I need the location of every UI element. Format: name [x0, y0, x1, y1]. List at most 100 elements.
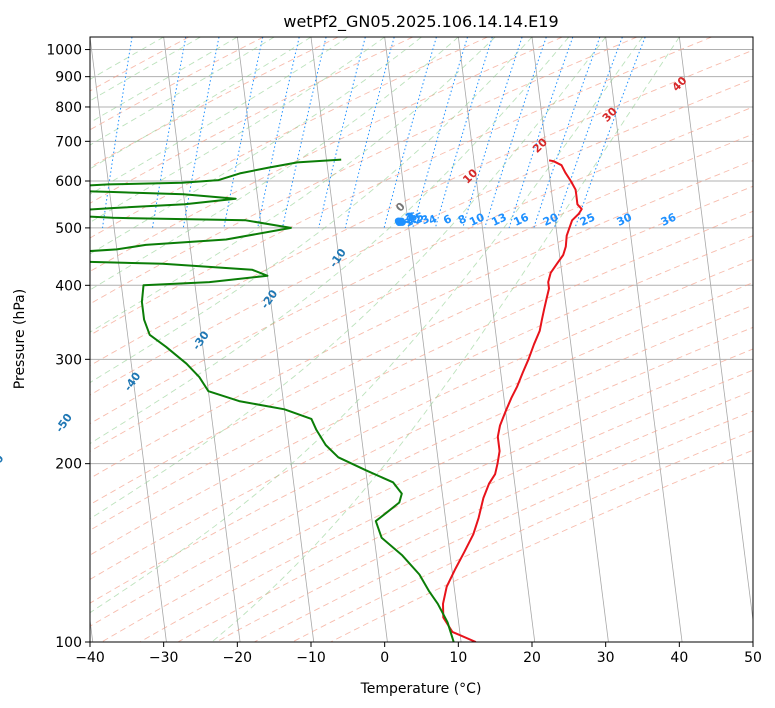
mixing-ratio-label: 16	[511, 210, 531, 228]
dry-adiabat-line	[90, 37, 264, 131]
y-tick-label: 900	[55, 70, 82, 86]
isotherm-line	[457, 37, 536, 642]
dry-adiabat-line	[90, 37, 563, 272]
mixing-ratio-line	[383, 37, 437, 229]
isotherm-line	[236, 37, 315, 642]
dry-adiabat-line	[90, 282, 753, 604]
isotherm-line	[605, 37, 683, 642]
y-tick-label: 700	[55, 134, 82, 150]
mixing-ratio-label: 20	[541, 210, 561, 228]
temperature-line	[442, 159, 583, 642]
x-tick-label: 50	[744, 650, 762, 666]
dry-adiabat-line	[90, 37, 712, 336]
dry-adiabat-line	[90, 210, 753, 531]
isotherm-line	[310, 37, 388, 642]
mixing-ratio-line	[484, 37, 547, 229]
moist-adiabat-label: -20	[258, 287, 280, 311]
mixing-ratio-line	[182, 37, 220, 228]
x-tick-label: −10	[296, 650, 326, 666]
x-tick-label: −40	[75, 650, 105, 666]
y-axis-label: Pressure (hPa)	[12, 289, 28, 389]
x-tick-label: 0	[380, 650, 389, 666]
moist-adiabat-line	[90, 37, 201, 102]
moist-adiabat-label: -30	[190, 328, 212, 352]
dry-adiabat-line	[90, 235, 753, 556]
mixing-ratio-label: 25	[578, 211, 597, 229]
mixing-ratio-line	[102, 37, 133, 228]
mixing-ratio-label: 30	[615, 210, 635, 228]
moist-adiabat-line	[90, 37, 459, 291]
dry-adiabat-label: 10	[460, 166, 480, 186]
mixing-ratio-label: 10	[467, 210, 487, 228]
moist-adiabat-line	[90, 37, 422, 255]
x-tick-label: −20	[223, 650, 253, 666]
dry-adiabat-line	[90, 304, 753, 627]
dry-adiabat-line	[90, 133, 753, 452]
mixing-ratio-line	[344, 37, 395, 229]
moist-adiabat-label: -40	[121, 370, 143, 394]
axes: −40 −30 −20 −10 0 10 20 30 40 50 1000 900 800 700 600 5…	[46, 43, 762, 666]
x-tick-label: 40	[670, 650, 688, 666]
dry-adiabat-line	[254, 410, 753, 642]
dry-adiabat-line	[90, 37, 488, 239]
mixing-ratio-label: 8	[456, 212, 468, 227]
mixing-ratio-line	[318, 37, 366, 229]
dry-adiabat-line	[90, 106, 753, 425]
data-series	[90, 158, 583, 642]
mixing-ratio-line	[462, 37, 523, 229]
moist-adiabat-line	[211, 37, 680, 642]
moist-adiabat-line	[90, 37, 533, 384]
isotherm-line	[678, 37, 753, 624]
x-tick-label: 20	[523, 650, 541, 666]
x-tick-label: −30	[149, 650, 179, 666]
x-axis-label: Temperature (°C)	[360, 681, 482, 697]
isotherm-line	[752, 37, 753, 41]
dry-adiabat-line	[90, 78, 753, 396]
moist-adiabat-line	[90, 37, 643, 614]
mixing-ratio-label: 13	[489, 211, 508, 229]
mixing-ratio-line	[434, 37, 493, 229]
moist-adiabat-line	[90, 37, 607, 520]
moist-adiabat-line	[90, 37, 312, 170]
mixing-ratio-line	[282, 37, 327, 228]
mixing-ratio-line	[56, 37, 82, 228]
x-tick-label: 10	[449, 650, 467, 666]
y-tick-label: 800	[55, 100, 82, 116]
dry-adiabat-label: 30	[600, 105, 620, 125]
moist-adiabat-label: -60	[0, 452, 7, 476]
moist-adiabat-line	[90, 37, 164, 80]
dry-adiabat-line	[90, 258, 753, 580]
y-tick-label: 500	[55, 221, 82, 237]
dry-adiabat-line	[90, 160, 753, 479]
chart-title: wetPf2_GN05.2025.106.14.14.E19	[283, 12, 558, 32]
dry-adiabat-line	[90, 185, 753, 506]
dry-adiabat-line	[90, 49, 753, 367]
moist-adiabat-line	[90, 37, 385, 223]
isotherm-line	[163, 37, 241, 642]
isotherm-line	[90, 37, 167, 642]
y-tick-label: 400	[55, 278, 82, 294]
moist-adiabat-line	[90, 37, 570, 445]
isotherm-line	[531, 37, 609, 642]
isotherm-line	[384, 37, 462, 642]
mixing-ratio-line	[553, 37, 623, 229]
mixing-ratio-line	[533, 37, 601, 229]
moist-adiabat-label: -50	[53, 411, 75, 435]
dry-adiabat-line	[139, 348, 753, 642]
moist-adiabat-line	[90, 37, 275, 146]
mixing-ratio-line	[152, 37, 187, 228]
y-tick-label: 300	[55, 352, 82, 368]
moist-adiabat-line	[90, 37, 238, 124]
mixing-ratio-line	[508, 37, 574, 229]
background-lines	[56, 37, 753, 642]
mixing-ratio-line	[257, 37, 300, 228]
mixing-ratio-line	[412, 37, 468, 229]
y-tick-label: 200	[55, 457, 82, 473]
dry-adiabat-line	[101, 326, 753, 642]
dewpoint-line	[90, 158, 455, 642]
moist-adiabat-line	[90, 37, 496, 333]
y-tick-label: 1000	[46, 43, 82, 59]
y-tick-label: 600	[55, 174, 82, 190]
dry-adiabat-label: 20	[530, 135, 550, 155]
